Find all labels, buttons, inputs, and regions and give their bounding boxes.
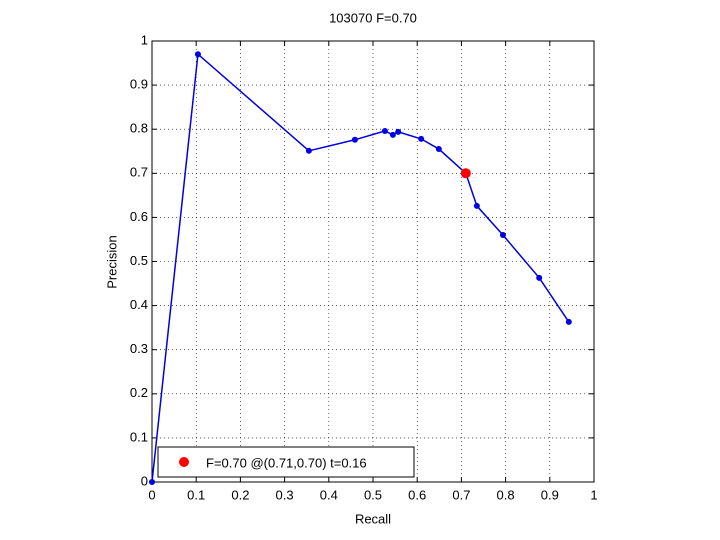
- x-tick-label: 0.3: [276, 487, 294, 502]
- y-tick-label: 0.4: [130, 297, 148, 312]
- point: [389, 131, 396, 138]
- point: [418, 135, 425, 142]
- point: [351, 136, 358, 143]
- point: [499, 232, 506, 239]
- highlight-point: [460, 168, 471, 179]
- x-tick-label: 0.7: [452, 487, 470, 502]
- legend-marker: [179, 457, 189, 467]
- chart-title: 103070 F=0.70: [329, 10, 417, 25]
- y-tick-label: 0.2: [130, 385, 148, 400]
- point: [305, 147, 312, 154]
- y-tick-label: 0.6: [130, 209, 148, 224]
- x-tick-label: 0.8: [497, 487, 515, 502]
- point: [565, 318, 572, 325]
- legend-box: [157, 446, 415, 478]
- point: [194, 51, 201, 58]
- line: [151, 52, 570, 483]
- x-axis-label: Recall: [355, 511, 391, 526]
- y-tick-label: 0.9: [130, 77, 148, 92]
- y-tick-label: 0.8: [130, 121, 148, 136]
- point: [149, 479, 155, 485]
- y-tick-label: 0.7: [130, 165, 148, 180]
- legend-label: F=0.70 @(0.71,0.70) t=0.16: [206, 455, 367, 470]
- x-tick-label: 0.2: [231, 487, 249, 502]
- point: [395, 128, 402, 135]
- plot-frame: [151, 40, 595, 483]
- y-axis-label: Precision: [104, 235, 119, 288]
- point: [473, 202, 480, 209]
- x-tick-label: 1: [590, 487, 597, 502]
- legend: F=0.70 @(0.71,0.70) t=0.16: [157, 446, 415, 478]
- x-tick-label: 0: [148, 487, 155, 502]
- y-tick-label: 0.1: [130, 429, 148, 444]
- point: [435, 146, 442, 153]
- point: [381, 127, 388, 134]
- x-tick-label: 0.9: [541, 487, 559, 502]
- point: [536, 274, 543, 281]
- x-tick-label: 0.4: [320, 487, 338, 502]
- y-tick-label: 1: [141, 32, 148, 47]
- y-tick-label: 0.5: [130, 253, 148, 268]
- x-tick-label: 0.5: [364, 487, 382, 502]
- y-tick-label: 0.3: [130, 341, 148, 356]
- x-tick-label: 0.1: [187, 487, 205, 502]
- x-tick-label: 0.6: [408, 487, 426, 502]
- y-tick-label: 0: [141, 473, 148, 488]
